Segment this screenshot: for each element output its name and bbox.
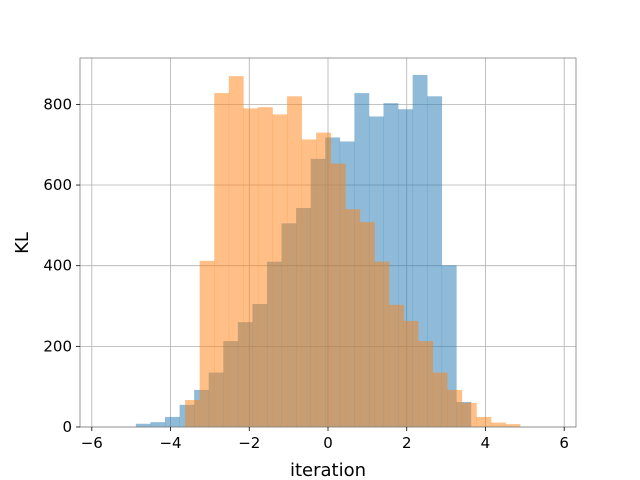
histogram-bar xyxy=(447,389,463,427)
histogram-bar xyxy=(432,372,448,427)
histogram-bar xyxy=(301,139,317,428)
x-tick-label: 2 xyxy=(402,434,412,452)
histogram-bar xyxy=(135,423,151,427)
x-axis-label: iteration xyxy=(290,460,366,480)
x-tick-label: 0 xyxy=(323,434,333,452)
y-tick-label: 0 xyxy=(62,418,72,436)
histogram-bar xyxy=(461,402,477,427)
y-axis-label: KL xyxy=(12,232,33,254)
histogram-bar xyxy=(316,132,332,427)
histogram-bar xyxy=(150,422,166,427)
histogram-bar xyxy=(165,416,180,427)
histogram-bar xyxy=(214,93,230,428)
y-tick-label: 600 xyxy=(43,176,72,194)
x-tick-label: −6 xyxy=(81,434,103,452)
histogram-bar xyxy=(505,424,521,427)
histogram-bar xyxy=(287,96,302,428)
histogram-bar xyxy=(490,422,506,427)
y-tick-label: 200 xyxy=(43,337,72,355)
histogram-bar xyxy=(243,108,259,427)
histogram-bar xyxy=(330,163,346,428)
y-axis: 0 200 400 600 800 xyxy=(43,95,80,436)
histogram-bar xyxy=(403,320,419,427)
histogram-bar xyxy=(257,107,273,427)
histogram-bar xyxy=(228,76,244,428)
histogram-bar xyxy=(476,416,492,427)
x-tick-label: −2 xyxy=(238,434,260,452)
histogram-bar xyxy=(418,341,434,427)
histogram-bar xyxy=(359,222,375,427)
histogram-bar xyxy=(374,261,390,427)
bars xyxy=(135,74,521,428)
y-tick-label: 800 xyxy=(43,95,72,113)
y-tick-label: 400 xyxy=(43,257,72,275)
histogram-bar xyxy=(185,399,200,427)
histogram-bar xyxy=(199,260,215,427)
histogram-bar xyxy=(272,114,288,427)
x-axis: −6 −4 −2 0 2 4 6 xyxy=(81,427,569,452)
x-tick-label: 6 xyxy=(559,434,569,452)
x-tick-label: −4 xyxy=(159,434,181,452)
histogram-bar xyxy=(389,304,404,427)
x-tick-label: 4 xyxy=(481,434,491,452)
histogram-bar xyxy=(345,209,361,427)
